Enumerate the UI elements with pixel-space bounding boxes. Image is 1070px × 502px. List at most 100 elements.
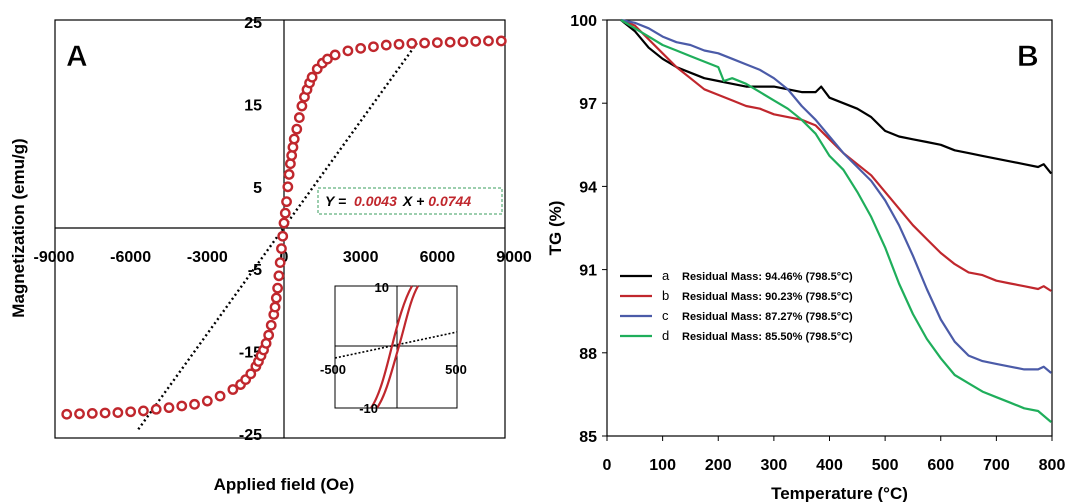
data-point bbox=[274, 257, 286, 269]
x-tick-label: -3000 bbox=[187, 249, 228, 266]
data-point bbox=[406, 38, 418, 49]
data-point bbox=[483, 35, 494, 47]
x-tick-label: 0 bbox=[603, 457, 612, 474]
legend-name-c: c bbox=[662, 308, 669, 323]
data-point bbox=[470, 35, 482, 47]
x-tick-label: 500 bbox=[872, 457, 899, 474]
equation-slope: 0.0043 bbox=[354, 193, 397, 209]
data-point bbox=[288, 133, 300, 145]
data-point bbox=[283, 169, 295, 180]
y-tick-label: 85 bbox=[579, 429, 597, 446]
legend-text-d: Residual Mass: 85.50% (798.5°C) bbox=[682, 331, 853, 343]
x-tick-label: 3000 bbox=[343, 249, 379, 266]
chart-a: -9000 -6000 -3000 0 3000 6000 9000-25-15-55152… bbox=[9, 15, 532, 494]
inset-x-tick-label: 500 bbox=[445, 362, 467, 377]
data-point bbox=[269, 301, 281, 313]
data-point bbox=[355, 42, 367, 54]
data-point bbox=[272, 282, 284, 294]
data-point bbox=[281, 196, 292, 208]
x-tick-label: 200 bbox=[705, 457, 732, 474]
inset-y-tick-label: 10 bbox=[375, 280, 389, 295]
data-point bbox=[138, 405, 149, 417]
panel-label-a: A bbox=[66, 40, 88, 73]
x-tick-label: -6000 bbox=[110, 249, 151, 266]
legend-text-c: Residual Mass: 87.27% (798.5°C) bbox=[682, 311, 853, 323]
y-tick-label: 91 bbox=[579, 263, 597, 280]
data-point bbox=[86, 407, 98, 419]
data-point bbox=[265, 319, 277, 331]
data-point bbox=[419, 37, 430, 49]
y-axis-title: TG (%) bbox=[546, 201, 565, 256]
data-point bbox=[263, 329, 275, 341]
data-point bbox=[291, 123, 303, 135]
data-point bbox=[245, 368, 257, 380]
inset-y-tick-label: -10 bbox=[359, 401, 378, 416]
legend-name-b: b bbox=[662, 288, 669, 303]
legend-text-b: Residual Mass: 90.23% (798.5°C) bbox=[682, 291, 853, 303]
y-axis-title: Magnetization (emu/g) bbox=[9, 138, 28, 317]
series-line-a bbox=[620, 19, 1053, 175]
data-point bbox=[293, 112, 305, 123]
x-tick-label: 800 bbox=[1039, 457, 1066, 474]
x-tick-label: 300 bbox=[761, 457, 788, 474]
data-point bbox=[284, 158, 296, 170]
x-axis-title: Applied field (Oe) bbox=[214, 475, 355, 494]
inset-loop-branch bbox=[370, 285, 413, 409]
data-point bbox=[201, 395, 213, 407]
equation-text: Y = 0.0043 X +0.0744 bbox=[325, 193, 471, 209]
y-tick-label: 100 bbox=[570, 13, 597, 30]
plot-frame bbox=[54, 19, 506, 439]
data-point bbox=[380, 39, 392, 51]
series-line-c bbox=[620, 18, 1052, 374]
data-point bbox=[278, 217, 290, 229]
fit-line bbox=[137, 42, 418, 431]
data-point bbox=[150, 403, 162, 415]
data-point bbox=[393, 38, 405, 50]
equation-box bbox=[317, 187, 503, 215]
y-tick-label: 5 bbox=[253, 180, 262, 197]
data-point bbox=[276, 243, 287, 255]
data-point bbox=[163, 402, 175, 414]
chart-b: 0 100 200 300 400 500 600 700 800 100 97 94 91 88 85 Te… bbox=[546, 13, 1066, 502]
data-point bbox=[444, 36, 456, 48]
data-point bbox=[287, 141, 299, 153]
data-point bbox=[61, 408, 73, 420]
y-tick-label: 97 bbox=[579, 96, 597, 113]
data-point bbox=[99, 407, 111, 419]
x-tick-label: 400 bbox=[816, 457, 843, 474]
x-tick-label: 9000 bbox=[496, 249, 532, 266]
x-tick-label: -9000 bbox=[33, 249, 74, 266]
data-point bbox=[329, 49, 341, 61]
y-tick-label: 94 bbox=[579, 179, 597, 196]
data-point bbox=[286, 150, 298, 161]
y-tick-label: 88 bbox=[579, 346, 597, 363]
data-point bbox=[306, 71, 318, 83]
data-point bbox=[273, 270, 285, 282]
legend-name-d: d bbox=[662, 328, 669, 343]
legend-name-a: a bbox=[662, 268, 670, 283]
data-point bbox=[189, 398, 200, 410]
data-point bbox=[457, 36, 469, 48]
panel-label-b: B bbox=[1017, 40, 1039, 73]
y-tick-label: 25 bbox=[244, 15, 262, 32]
x-axis-title: Temperature (°C) bbox=[771, 484, 908, 502]
data-point bbox=[342, 45, 354, 57]
plot-frame bbox=[606, 19, 1053, 437]
y-tick-label: -5 bbox=[248, 262, 262, 279]
y-tick-label: 15 bbox=[244, 97, 262, 114]
data-point bbox=[214, 390, 226, 402]
inset-frame bbox=[334, 285, 458, 409]
x-tick-label: 700 bbox=[983, 457, 1010, 474]
data-point bbox=[277, 230, 289, 242]
data-point bbox=[227, 384, 239, 395]
data-point bbox=[282, 181, 294, 193]
inset-loop-branch bbox=[376, 285, 419, 409]
data-point bbox=[125, 406, 137, 418]
inset-x-tick-label: -500 bbox=[320, 362, 346, 377]
data-point bbox=[296, 100, 308, 112]
data-point bbox=[431, 37, 443, 48]
series-line-d bbox=[620, 19, 1052, 423]
data-point bbox=[368, 41, 379, 53]
equation-intercept: 0.0744 bbox=[428, 193, 471, 209]
equation-x: X + bbox=[402, 193, 424, 209]
